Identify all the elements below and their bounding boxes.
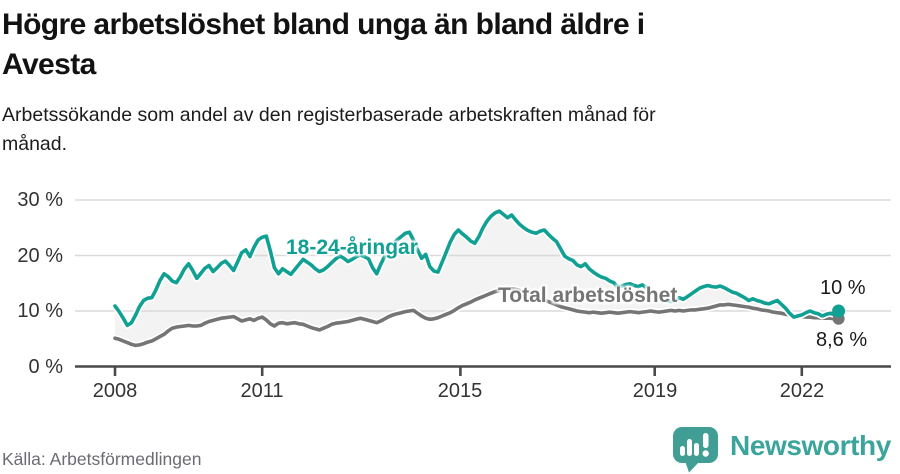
- ytick-20: 20 %: [17, 244, 63, 267]
- newsworthy-brand: Newsworthy: [672, 426, 891, 474]
- youth-end-dot: [832, 304, 846, 318]
- chart-subtitle: Arbetssökande som andel av den registerb…: [2, 101, 894, 159]
- youth-series-label: 18-24-åringar: [286, 236, 418, 259]
- x-axis: [75, 365, 891, 376]
- fill-between-area: [115, 211, 839, 346]
- total-unemployment-line: [113, 286, 841, 348]
- youth-end-value-label: 10 %: [820, 277, 866, 299]
- subtitle-line-2: månad.: [2, 133, 68, 155]
- youth-unemployment-line: [113, 209, 841, 328]
- xtick-2022: 2022: [779, 380, 825, 402]
- source-credit: Källa: Arbetsförmedlingen: [2, 449, 202, 469]
- xtick-2015: 2015: [437, 380, 483, 402]
- xtick-2019: 2019: [632, 380, 678, 402]
- newsworthy-logo-icon: [673, 427, 718, 473]
- page-title: Högre arbetslöshet bland unga än bland ä…: [2, 5, 894, 85]
- total-end-value-label: 8,6 %: [816, 329, 868, 351]
- xtick-2011: 2011: [240, 380, 284, 402]
- subtitle-line-1: Arbetssökande som andel av den registerb…: [2, 104, 656, 126]
- newsworthy-wordmark: Newsworthy: [730, 430, 891, 461]
- ytick-10: 10 %: [17, 300, 63, 322]
- ytick-30: 30 %: [17, 189, 63, 211]
- ytick-0: 0 %: [28, 355, 63, 378]
- title-line-1: Högre arbetslöshet bland unga än bland ä…: [2, 8, 645, 41]
- xtick-2008: 2008: [92, 380, 138, 402]
- total-series-label: Total arbetslöshet: [498, 284, 678, 307]
- title-line-2: Avesta: [2, 48, 96, 81]
